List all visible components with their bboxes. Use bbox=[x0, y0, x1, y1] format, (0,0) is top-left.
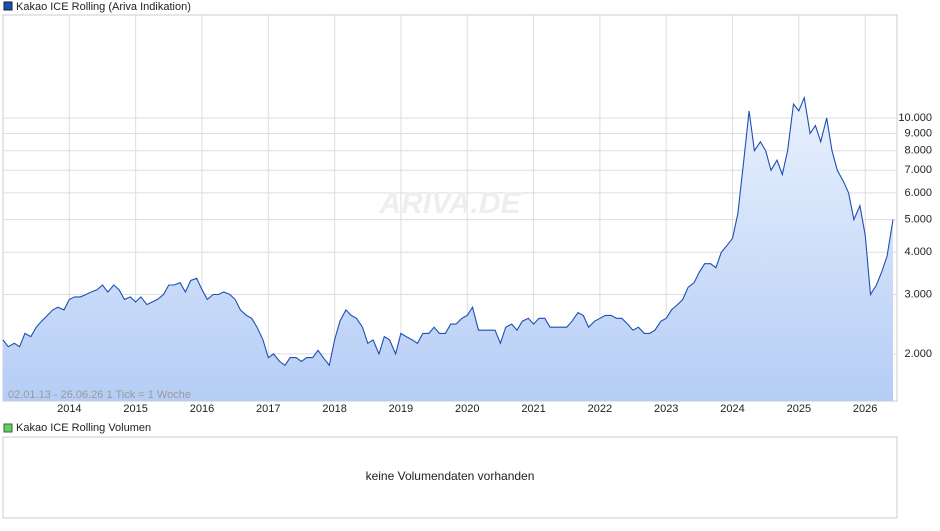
price-line bbox=[2, 95, 894, 367]
y-tick-label: 7.000 bbox=[904, 164, 932, 176]
watermark: ARIVA.DE bbox=[378, 187, 521, 220]
x-tick-label: 2019 bbox=[389, 403, 413, 415]
x-tick-label: 2015 bbox=[123, 403, 147, 415]
y-tick-label: 8.000 bbox=[904, 145, 932, 157]
x-tick-label: 2014 bbox=[57, 403, 81, 415]
x-tick-label: 2022 bbox=[588, 403, 612, 415]
y-tick-label: 2.000 bbox=[904, 348, 932, 360]
x-tick-label: 2023 bbox=[654, 403, 678, 415]
x-tick-label: 2024 bbox=[720, 403, 744, 415]
y-tick-label: 5.000 bbox=[904, 214, 932, 226]
x-tick-label: 2020 bbox=[455, 403, 479, 415]
legend-swatch bbox=[3, 423, 13, 433]
y-tick-label: 9.000 bbox=[904, 127, 932, 139]
legend-swatch bbox=[3, 1, 13, 11]
x-tick-label: 2025 bbox=[787, 403, 811, 415]
x-tick-label: 2016 bbox=[190, 403, 214, 415]
y-tick-label: 4.000 bbox=[904, 246, 932, 258]
volume-message: keine Volumendaten vorhanden bbox=[366, 469, 535, 483]
x-tick-label: 2026 bbox=[853, 403, 877, 415]
marks bbox=[2, 95, 894, 401]
volume-title: Kakao ICE Rolling Volumen bbox=[16, 422, 151, 434]
y-tick-label: 10.000 bbox=[898, 112, 932, 124]
y-tick-label: 3.000 bbox=[904, 288, 932, 300]
area-fill bbox=[3, 97, 893, 401]
date-range-note: 02.01.13 - 26.06.26 1 Tick = 1 Woche bbox=[8, 389, 191, 401]
y-tick-label: 6.000 bbox=[904, 187, 932, 199]
x-tick-label: 2017 bbox=[256, 403, 280, 415]
volume-frame bbox=[2, 436, 898, 519]
x-tick-label: 2018 bbox=[322, 403, 346, 415]
legend-label: Kakao ICE Rolling (Ariva Indikation) bbox=[16, 1, 191, 13]
x-tick-label: 2021 bbox=[521, 403, 545, 415]
